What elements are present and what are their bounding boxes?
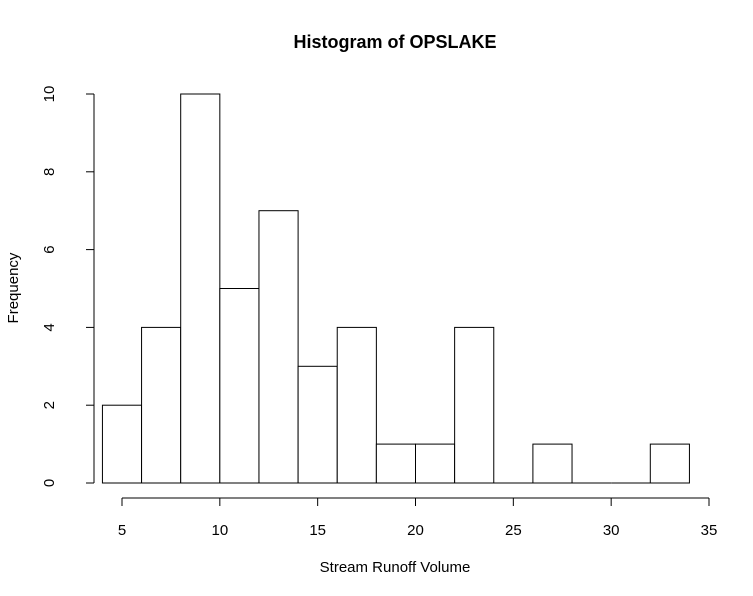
x-tick-label: 10 (211, 522, 228, 539)
histogram-bar (258, 210, 299, 484)
histogram-bar (649, 443, 690, 484)
y-tick-label: 0 (41, 479, 58, 487)
histogram-bar (532, 443, 573, 484)
histogram-bar (219, 288, 260, 484)
y-tick-label: 6 (41, 245, 58, 253)
histogram-bar (454, 326, 495, 484)
histogram-bar (297, 365, 338, 484)
x-tick-label: 15 (309, 522, 326, 539)
histogram-bar (180, 93, 221, 484)
x-tick-label: 20 (407, 522, 424, 539)
histogram-bar (336, 326, 377, 484)
histogram-bar (375, 443, 417, 484)
x-axis: 5 10 15 20 25 30 35 (118, 497, 718, 539)
histogram-bar (101, 404, 143, 484)
y-tick-label: 8 (41, 168, 58, 176)
y-tick-label: 2 (41, 401, 58, 409)
bars-group (101, 93, 690, 484)
chart-title: Histogram of OPSLAKE (293, 32, 496, 52)
x-axis-title: Stream Runoff Volume (320, 559, 471, 576)
histogram-bar (141, 326, 182, 484)
x-tick-label: 35 (701, 522, 718, 539)
histogram-bar (415, 443, 456, 484)
y-tick-label: 10 (41, 86, 58, 103)
x-tick-label: 5 (118, 522, 126, 539)
y-tick-label: 4 (41, 323, 58, 331)
x-tick-label: 30 (603, 522, 620, 539)
y-axis: 0 2 4 6 8 10 (41, 86, 95, 487)
y-axis-title: Frequency (5, 252, 22, 323)
x-tick-label: 25 (505, 522, 522, 539)
